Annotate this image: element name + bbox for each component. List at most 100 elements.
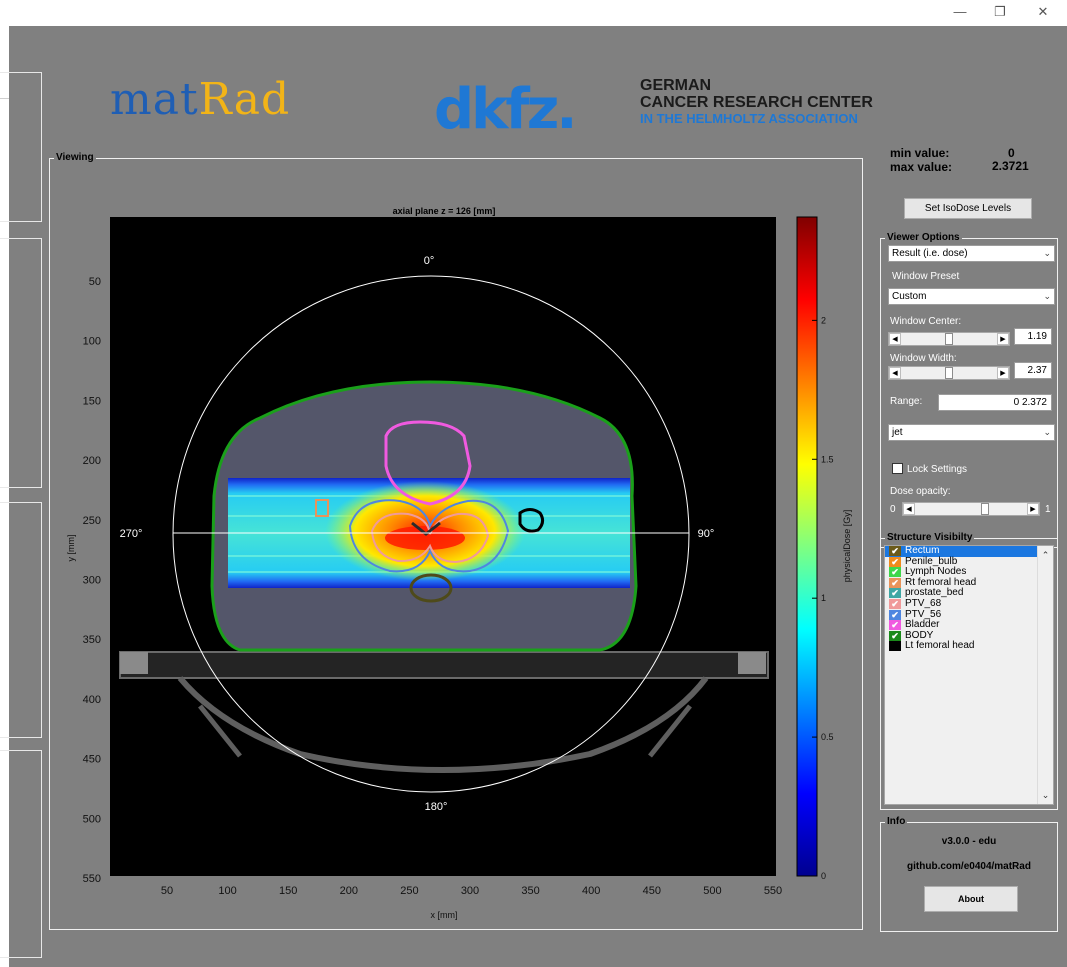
x-tick-labels: 50 100 150 200 250 300 350 400 450 500 550 (161, 885, 782, 897)
couch-top (119, 651, 769, 679)
structure-item[interactable]: ✔ Rt femoral head (885, 577, 1053, 589)
checkmark-icon[interactable]: ✔ (889, 546, 901, 556)
slider-left-arrow-icon[interactable]: ◀ (889, 367, 901, 379)
structure-list-scrollbar[interactable]: ⌃ ⌄ (1037, 546, 1053, 804)
minimize-button[interactable]: — (953, 4, 967, 19)
checkmark-icon[interactable]: ✔ (889, 630, 901, 641)
info-panel (880, 822, 1058, 932)
x-tick-label: 50 (161, 885, 173, 897)
slider-thumb[interactable] (981, 503, 989, 515)
window-width-input[interactable]: 2.37 (1014, 362, 1052, 379)
structure-item[interactable]: ✔ BODY (885, 630, 1053, 642)
viewing-panel (49, 158, 863, 930)
window-width-slider[interactable]: ◀ ▶ (888, 366, 1010, 380)
dose-opacity-label: Dose opacity: (890, 486, 951, 497)
y-tick-label: 300 (83, 575, 101, 587)
checkmark-icon[interactable]: ✔ (889, 620, 901, 631)
structure-item[interactable]: ✔ Lymph Nodes (885, 566, 1053, 578)
min-value: 0 (1008, 146, 1015, 160)
x-tick-label: 550 (764, 885, 782, 897)
left-panel-frame-4 (0, 750, 42, 958)
window-center-input[interactable]: 1.19 (1014, 328, 1052, 345)
structure-item-label: PTV_68 (905, 597, 942, 609)
checkmark-icon[interactable]: ✔ (889, 577, 901, 588)
structure-item[interactable]: ✔ prostate_bed (885, 588, 1053, 599)
window-center-slider[interactable]: ◀ ▶ (888, 332, 1010, 346)
couch-support (177, 676, 709, 773)
bladder-contour (384, 420, 472, 506)
ptv68-contour (370, 512, 490, 564)
colormap-select[interactable]: jet ⌄ (888, 424, 1055, 441)
slider-left-arrow-icon[interactable]: ◀ (903, 503, 915, 515)
dose-viewer-plot[interactable]: 50 100 150 200 250 300 350 400 450 500 550 5010015… (0, 26, 1067, 967)
structure-item[interactable]: ✔ Penile_bulb (885, 556, 1053, 568)
checkmark-icon[interactable]: ✔ (889, 598, 901, 609)
restore-button[interactable]: ❐ (994, 4, 1006, 19)
chevron-down-icon: ⌄ (1043, 291, 1051, 301)
colorbar-tick-labels: 0 0.5 1 1.5 2 (812, 315, 834, 881)
left-panel-frame-2 (0, 238, 42, 488)
x-tick-label: 400 (582, 885, 600, 897)
slider-thumb[interactable] (945, 367, 953, 379)
range-input[interactable]: 0 2.372 (938, 394, 1052, 411)
left-panel-control[interactable] (0, 76, 9, 99)
dose-opacity-slider[interactable]: ◀ ▶ (902, 502, 1040, 516)
structure-item-label: prostate_bed (905, 587, 964, 599)
structure-item[interactable]: ✔ PTV_56 (885, 609, 1053, 621)
couch-strut-right (648, 704, 692, 758)
angle-90-label: 90° (698, 528, 715, 540)
scroll-down-arrow-icon[interactable]: ⌄ (1041, 790, 1050, 800)
structure-item[interactable]: ✔ Bladder (885, 619, 1053, 631)
structure-item[interactable]: ✔ PTV_68 (885, 597, 1053, 610)
window-center-label: Window Center: (890, 316, 962, 327)
structure-item[interactable]: Lt femoral head (885, 641, 1053, 652)
x-tick-label: 300 (461, 885, 479, 897)
y-tick-label: 150 (83, 395, 101, 407)
window-preset-select[interactable]: Custom ⌄ (888, 288, 1055, 305)
color-swatch[interactable] (889, 641, 901, 652)
lock-settings-checkbox[interactable] (892, 463, 903, 474)
slider-left-arrow-icon[interactable]: ◀ (889, 333, 901, 345)
checkmark-icon[interactable]: ✔ (889, 609, 901, 620)
slider-thumb[interactable] (945, 333, 953, 345)
dose-opacity-max: 1 (1045, 504, 1051, 515)
display-select-value: Result (i.e. dose) (892, 248, 968, 259)
slider-right-arrow-icon[interactable]: ▶ (997, 367, 1009, 379)
close-button[interactable]: ✕ (1037, 4, 1049, 19)
y-tick-label: 500 (83, 813, 101, 825)
range-label: Range: (890, 396, 923, 407)
matrad-logo-part1: mat (110, 74, 199, 125)
y-tick-label: 550 (83, 873, 101, 885)
window-title-bar: — ❐ ✕ (0, 0, 1067, 26)
info-panel-label: Info (885, 816, 908, 827)
repository-link[interactable]: github.com/e0404/matRad (907, 861, 1031, 872)
slider-right-arrow-icon[interactable]: ▶ (997, 333, 1009, 345)
structure-item[interactable]: ✔ Rectum (885, 546, 1053, 557)
scroll-up-arrow-icon[interactable]: ⌃ (1041, 550, 1050, 560)
checkmark-icon[interactable]: ✔ (889, 567, 901, 578)
x-axis-label: x [mm] (431, 910, 458, 920)
gantry-circle (172, 275, 690, 793)
y-tick-label: 350 (83, 634, 101, 646)
y-tick-label: 50 (89, 276, 101, 288)
dkfz-line-1: GERMAN (640, 77, 712, 94)
left-panel-frame-3 (0, 502, 42, 738)
checkmark-icon[interactable]: ✔ (889, 556, 901, 567)
colorbar-tick-label: 2 (821, 315, 826, 325)
slider-right-arrow-icon[interactable]: ▶ (1027, 503, 1039, 515)
structure-list[interactable]: ✔ Rectum ✔ Penile_bulb ✔ Lymph Nodes ✔ Rt femor… (884, 545, 1054, 805)
structure-visibility-label: Structure Visibilty (885, 532, 975, 543)
x-tick-label: 350 (521, 885, 539, 897)
checkmark-icon[interactable]: ✔ (889, 588, 901, 599)
x-tick-label: 500 (703, 885, 721, 897)
about-button[interactable]: About (924, 886, 1018, 912)
set-isodose-levels-button[interactable]: Set IsoDose Levels (904, 198, 1032, 219)
colorbar-label: physicalDose [Gy] (842, 510, 852, 583)
left-panel-frame-1 (0, 72, 42, 222)
couch-left-rail (120, 652, 148, 674)
display-select[interactable]: Result (i.e. dose) ⌄ (888, 245, 1055, 262)
y-tick-labels: 50 100 150 200 250 300 350 400 450 500 550 (83, 276, 101, 885)
window-preset-label: Window Preset (892, 271, 960, 282)
x-tick-label: 200 (340, 885, 358, 897)
colorbar-tick-label: 0.5 (821, 732, 834, 742)
